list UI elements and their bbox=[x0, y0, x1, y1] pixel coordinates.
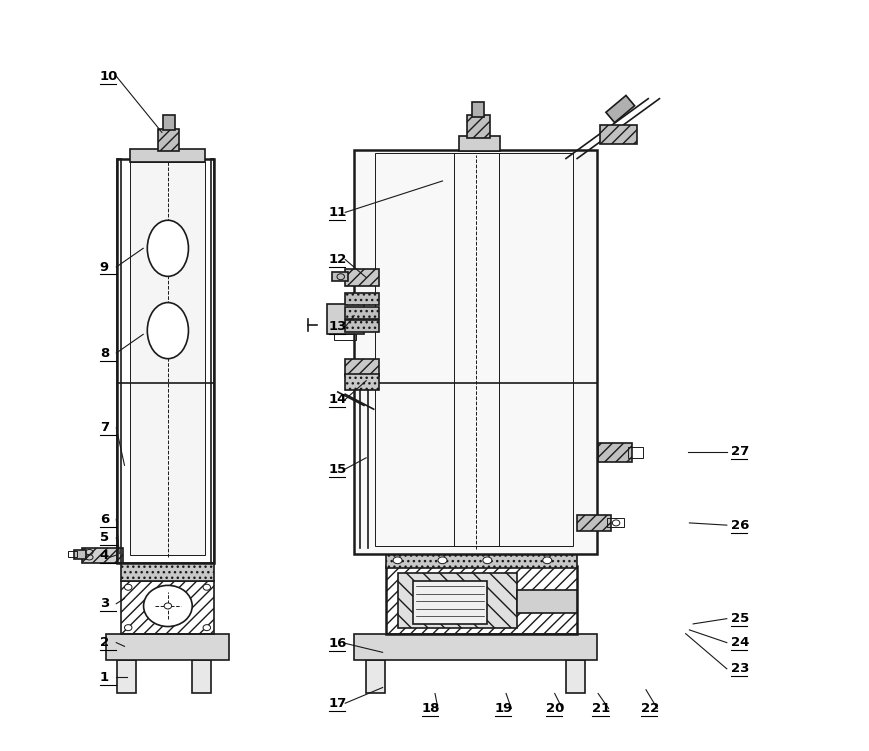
Text: 20: 20 bbox=[545, 702, 563, 715]
Bar bbox=[366, 660, 384, 693]
Ellipse shape bbox=[124, 584, 132, 590]
Text: 14: 14 bbox=[328, 393, 347, 406]
Bar bbox=[326, 304, 363, 334]
Bar bbox=[334, 334, 356, 339]
Bar bbox=[106, 634, 229, 660]
Bar bbox=[354, 149, 597, 553]
Bar bbox=[345, 293, 378, 305]
Ellipse shape bbox=[164, 603, 171, 609]
Bar bbox=[74, 550, 85, 559]
Bar bbox=[116, 158, 214, 562]
Text: 24: 24 bbox=[730, 636, 748, 649]
Bar bbox=[412, 581, 487, 624]
Bar bbox=[345, 374, 378, 391]
Bar bbox=[345, 306, 378, 318]
Bar bbox=[116, 158, 121, 562]
Bar bbox=[121, 562, 214, 581]
Bar bbox=[454, 153, 498, 546]
Bar bbox=[467, 115, 489, 137]
Text: 6: 6 bbox=[100, 513, 109, 526]
Text: 12: 12 bbox=[328, 253, 347, 266]
Ellipse shape bbox=[393, 557, 401, 564]
Bar bbox=[607, 518, 623, 527]
Bar bbox=[82, 547, 123, 562]
Ellipse shape bbox=[147, 303, 189, 359]
Ellipse shape bbox=[542, 557, 551, 564]
Text: 19: 19 bbox=[494, 702, 513, 715]
Text: 27: 27 bbox=[730, 445, 748, 458]
Text: 10: 10 bbox=[100, 70, 118, 83]
Text: 7: 7 bbox=[100, 421, 109, 434]
Text: 17: 17 bbox=[328, 697, 347, 710]
Text: 11: 11 bbox=[328, 206, 347, 219]
Ellipse shape bbox=[124, 625, 132, 631]
Bar bbox=[576, 514, 610, 531]
Text: 23: 23 bbox=[730, 662, 748, 675]
Text: 2: 2 bbox=[100, 636, 109, 649]
Bar bbox=[354, 634, 597, 660]
Bar bbox=[129, 149, 204, 162]
Bar bbox=[627, 447, 642, 458]
Bar bbox=[472, 102, 484, 117]
Text: 4: 4 bbox=[100, 548, 109, 562]
Bar bbox=[597, 443, 631, 462]
Text: 1: 1 bbox=[100, 671, 109, 683]
Ellipse shape bbox=[143, 585, 192, 626]
Bar bbox=[599, 125, 636, 143]
Bar bbox=[605, 95, 634, 122]
Bar bbox=[331, 273, 348, 281]
Text: 22: 22 bbox=[640, 702, 658, 715]
Text: 18: 18 bbox=[421, 702, 440, 715]
Bar bbox=[397, 573, 517, 628]
Ellipse shape bbox=[147, 220, 189, 276]
Bar bbox=[345, 270, 378, 285]
Bar bbox=[69, 551, 77, 556]
Text: 3: 3 bbox=[100, 597, 109, 611]
Bar bbox=[345, 359, 378, 376]
Text: 8: 8 bbox=[100, 346, 109, 360]
Bar bbox=[566, 660, 584, 693]
Text: 26: 26 bbox=[730, 519, 748, 532]
Bar bbox=[459, 136, 500, 151]
Bar bbox=[210, 158, 214, 562]
Ellipse shape bbox=[482, 557, 491, 564]
Bar bbox=[116, 660, 136, 693]
Text: 5: 5 bbox=[100, 532, 109, 544]
Bar bbox=[129, 162, 204, 555]
Text: 9: 9 bbox=[100, 261, 109, 273]
Text: 16: 16 bbox=[328, 637, 347, 650]
Bar bbox=[163, 115, 175, 130]
Text: 13: 13 bbox=[328, 321, 347, 333]
Ellipse shape bbox=[202, 584, 210, 590]
Bar bbox=[191, 660, 210, 693]
Text: 21: 21 bbox=[592, 702, 610, 715]
Ellipse shape bbox=[202, 625, 210, 631]
Bar bbox=[386, 566, 576, 634]
Bar bbox=[158, 128, 179, 151]
Ellipse shape bbox=[437, 557, 447, 564]
Bar bbox=[345, 320, 378, 332]
Bar bbox=[386, 553, 576, 568]
Bar bbox=[517, 590, 576, 613]
Text: 25: 25 bbox=[730, 612, 748, 625]
Text: 15: 15 bbox=[328, 463, 347, 475]
Bar bbox=[121, 581, 214, 634]
Bar bbox=[375, 153, 573, 546]
